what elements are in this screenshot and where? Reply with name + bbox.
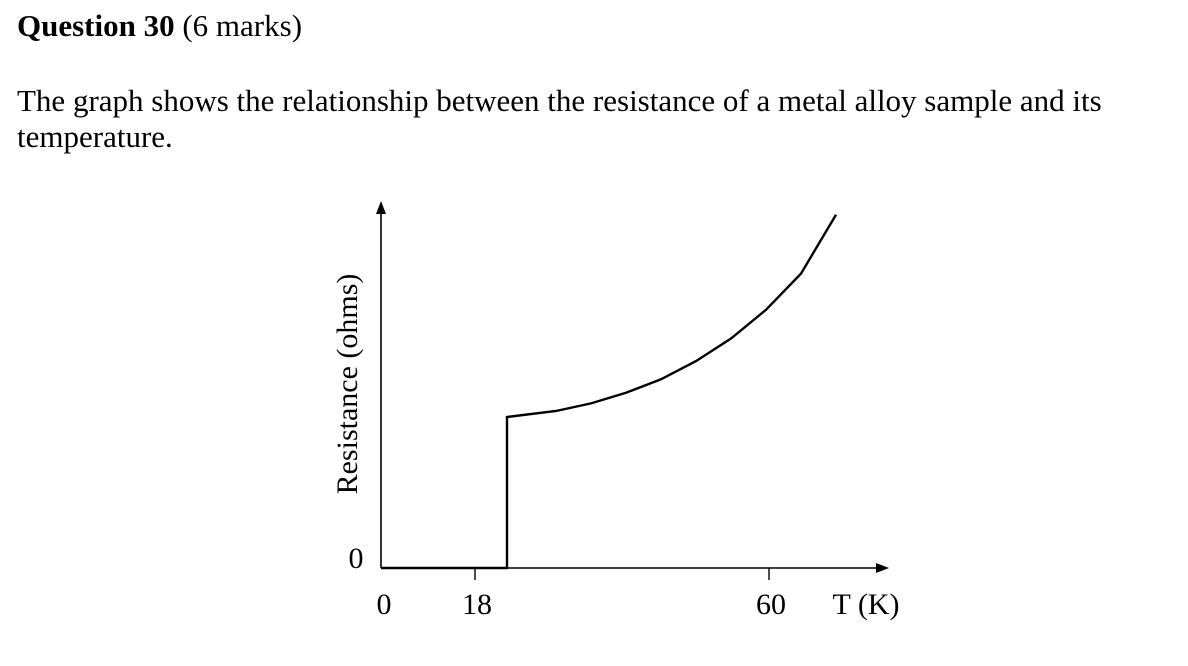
x-axis-label: T (K) xyxy=(833,588,900,621)
question-heading: Question 30 (6 marks) xyxy=(17,7,302,45)
y-tick-label-0: 0 xyxy=(349,542,364,575)
resistance-curve xyxy=(381,214,838,570)
question-number: Question 30 xyxy=(17,8,175,43)
x-tick-label-0: 0 xyxy=(377,588,392,621)
x-axis-arrowhead xyxy=(876,563,889,573)
question-marks: (6 marks) xyxy=(182,8,303,43)
question-body: The graph shows the relationship between… xyxy=(17,83,1102,154)
x-tick-label-60: 60 xyxy=(756,588,786,621)
y-axis-arrowhead xyxy=(376,201,386,214)
x-tick-label-18: 18 xyxy=(462,588,492,621)
y-axis-label: Resistance (ohms) xyxy=(331,274,364,495)
